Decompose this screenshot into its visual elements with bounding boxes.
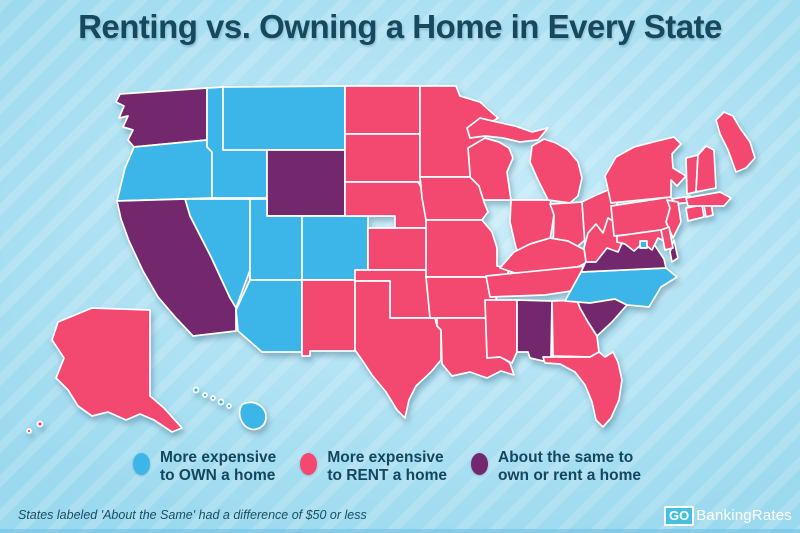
state-washington <box>115 87 208 148</box>
legend-label-own: More expensive to OWN a home <box>160 449 277 484</box>
state-alaska-aleutian-island <box>26 428 32 434</box>
legend-item-rent: More expensive to RENT a home <box>300 449 447 485</box>
state-north-dakota <box>344 85 421 135</box>
legend-item-same: About the same to own or rent a home <box>471 449 641 485</box>
state-kansas <box>367 227 429 271</box>
state-texas <box>354 280 442 419</box>
state-arizona <box>235 279 303 353</box>
state-hawaii-island <box>226 403 232 409</box>
state-florida <box>542 351 623 428</box>
state-alaska-aleutian-island <box>36 420 44 428</box>
state-hawaii-island <box>192 386 200 394</box>
state-montana <box>222 85 346 151</box>
logo-go-badge: GO <box>663 505 695 526</box>
state-massachusetts <box>685 191 732 207</box>
state-mississippi <box>484 299 518 364</box>
state-missouri <box>425 219 509 278</box>
state-hawaii-island <box>210 395 216 401</box>
state-california <box>116 198 237 337</box>
state-connecticut <box>685 204 705 222</box>
legend: More expensive to OWN a home More expens… <box>133 449 641 485</box>
logo-bankingrates-text: BankingRates <box>696 507 792 525</box>
state-alaska <box>51 307 183 433</box>
state-south-dakota <box>344 133 424 183</box>
state-oregon <box>116 139 213 202</box>
state-maine <box>715 111 756 173</box>
legend-swatch-same <box>471 453 489 475</box>
gobankingrates-logo: GO BankingRates <box>663 505 792 526</box>
legend-label-same: About the same to own or rent a home <box>498 449 641 484</box>
state-wyoming <box>266 149 346 217</box>
state-delaware <box>660 226 674 251</box>
state-michigan <box>466 117 583 204</box>
state-district-of-columbia <box>639 240 648 249</box>
page-title: Renting vs. Owning a Home in Every State <box>78 8 722 45</box>
state-north-carolina <box>564 267 678 308</box>
legend-swatch-rent <box>300 453 318 475</box>
state-iowa <box>419 176 489 221</box>
legend-swatch-own <box>133 453 150 475</box>
state-tennessee <box>485 265 587 298</box>
state-hawaii-island <box>202 392 208 398</box>
state-hawaii-big-island <box>238 401 267 431</box>
state-hawaii-island <box>217 398 225 406</box>
legend-label-rent: More expensive to RENT a home <box>327 449 448 484</box>
footnote: States labeled 'About the Same' had a di… <box>18 508 367 522</box>
state-wisconsin <box>467 137 514 201</box>
state-new-mexico <box>301 279 356 357</box>
legend-item-own: More expensive to OWN a home <box>133 449 276 485</box>
state-alabama <box>516 299 553 362</box>
state-new-york <box>604 136 694 205</box>
state-new-hampshire <box>695 145 717 193</box>
bottom-edge-strip <box>0 529 800 533</box>
